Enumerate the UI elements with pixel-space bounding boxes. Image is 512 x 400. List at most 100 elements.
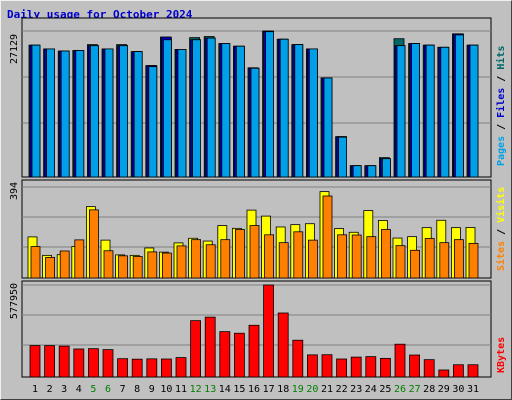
bar-pages-day-25 xyxy=(381,158,391,178)
bar-kbytes-day-25 xyxy=(379,357,391,378)
day-label-29: 29 xyxy=(438,384,450,395)
bar-sites-day-12 xyxy=(191,239,202,279)
max-label-kbytes: 577950 xyxy=(9,283,20,319)
bar-pages-day-8 xyxy=(133,51,143,178)
bar-kbytes-day-12 xyxy=(190,320,202,378)
legend-hits-files-pages: Pages / Files / Hits xyxy=(495,46,507,166)
bar-kbytes-day-21 xyxy=(321,354,333,378)
legend-separator: / xyxy=(496,223,507,241)
legend-files: Files xyxy=(495,88,507,118)
bar-kbytes-day-22 xyxy=(336,358,348,378)
day-label-21: 21 xyxy=(321,384,333,395)
day-label-22: 22 xyxy=(336,384,348,395)
bar-pages-day-27 xyxy=(411,43,421,178)
bar-pages-day-12 xyxy=(192,39,202,178)
day-label-30: 30 xyxy=(452,384,464,395)
day-label-31: 31 xyxy=(467,384,479,395)
bar-sites-day-5 xyxy=(89,209,99,279)
bar-pages-day-3 xyxy=(60,50,70,178)
bar-kbytes-day-18 xyxy=(277,312,289,378)
bar-sites-day-4 xyxy=(74,239,85,279)
bar-kbytes-day-28 xyxy=(423,359,435,378)
bar-sites-day-10 xyxy=(161,252,172,279)
day-label-9: 9 xyxy=(149,384,155,395)
bar-kbytes-day-14 xyxy=(219,331,231,378)
day-label-24: 24 xyxy=(365,384,377,395)
bar-pages-day-23 xyxy=(352,165,362,178)
day-label-4: 4 xyxy=(76,384,82,395)
day-label-10: 10 xyxy=(160,384,172,395)
bar-kbytes-day-31 xyxy=(467,364,479,378)
bar-sites-day-8 xyxy=(132,256,143,279)
bar-kbytes-day-27 xyxy=(409,354,421,378)
day-label-11: 11 xyxy=(175,384,187,395)
day-label-12: 12 xyxy=(190,384,202,395)
bar-kbytes-day-30 xyxy=(452,364,464,378)
bar-sites-day-29 xyxy=(439,242,450,279)
bar-pages-day-24 xyxy=(367,165,377,178)
bar-pages-day-2 xyxy=(46,48,55,178)
day-label-6: 6 xyxy=(105,384,111,395)
bar-kbytes-day-4 xyxy=(73,348,85,378)
day-label-1: 1 xyxy=(32,384,38,395)
day-label-20: 20 xyxy=(306,384,318,395)
bar-kbytes-day-17 xyxy=(263,284,275,378)
bar-pages-day-28 xyxy=(425,44,435,178)
legend-sites: Sites xyxy=(495,241,507,271)
legend-separator: / xyxy=(496,70,507,88)
day-label-25: 25 xyxy=(379,384,391,395)
bar-sites-day-26 xyxy=(395,245,406,279)
bar-sites-day-14 xyxy=(220,239,231,279)
bar-kbytes-day-9 xyxy=(146,358,158,378)
day-label-14: 14 xyxy=(219,384,231,395)
bar-pages-day-1 xyxy=(31,44,41,178)
bar-sites-day-27 xyxy=(410,249,421,279)
bar-sites-day-15 xyxy=(234,229,245,279)
day-label-7: 7 xyxy=(120,384,126,395)
bar-pages-day-21 xyxy=(323,77,333,178)
bar-sites-day-21 xyxy=(322,195,333,279)
bar-pages-day-26 xyxy=(396,45,406,178)
day-label-13: 13 xyxy=(204,384,216,395)
bar-pages-day-31 xyxy=(469,44,479,178)
bar-pages-day-17 xyxy=(265,31,275,178)
bar-kbytes-day-6 xyxy=(102,349,114,378)
bar-pages-day-11 xyxy=(177,49,187,178)
bar-sites-day-31 xyxy=(468,242,479,279)
bar-kbytes-day-26 xyxy=(394,343,406,378)
bar-kbytes-day-7 xyxy=(117,358,128,378)
bar-sites-day-22 xyxy=(337,234,348,279)
day-label-26: 26 xyxy=(394,384,406,395)
bar-kbytes-day-16 xyxy=(248,324,260,378)
day-label-23: 23 xyxy=(350,384,362,395)
bar-pages-day-9 xyxy=(148,66,158,178)
day-label-5: 5 xyxy=(90,384,96,395)
day-label-15: 15 xyxy=(233,384,245,395)
day-label-8: 8 xyxy=(134,384,140,395)
legend-visits-sites: Sites / Visits xyxy=(495,187,507,271)
bar-sites-day-30 xyxy=(453,239,464,279)
bar-kbytes-day-10 xyxy=(160,358,172,378)
bar-pages-day-29 xyxy=(440,46,450,178)
bar-sites-day-7 xyxy=(118,255,128,279)
bar-pages-day-5 xyxy=(90,45,99,178)
bar-kbytes-day-3 xyxy=(58,345,70,378)
bar-kbytes-day-13 xyxy=(204,316,216,378)
bar-kbytes-day-19 xyxy=(292,339,304,378)
day-label-17: 17 xyxy=(263,384,275,395)
bar-pages-day-30 xyxy=(454,34,464,178)
bar-sites-day-23 xyxy=(351,234,362,279)
bar-kbytes-day-29 xyxy=(438,369,450,378)
bar-kbytes-day-23 xyxy=(350,356,362,378)
day-label-16: 16 xyxy=(248,384,260,395)
day-label-3: 3 xyxy=(61,384,67,395)
bar-sites-day-28 xyxy=(424,238,435,279)
bar-pages-day-16 xyxy=(250,67,260,178)
bar-pages-day-6 xyxy=(104,48,114,178)
bar-sites-day-13 xyxy=(205,244,216,279)
legend-separator: / xyxy=(496,118,507,136)
bar-kbytes-day-20 xyxy=(306,354,318,378)
bar-sites-day-9 xyxy=(147,251,158,279)
